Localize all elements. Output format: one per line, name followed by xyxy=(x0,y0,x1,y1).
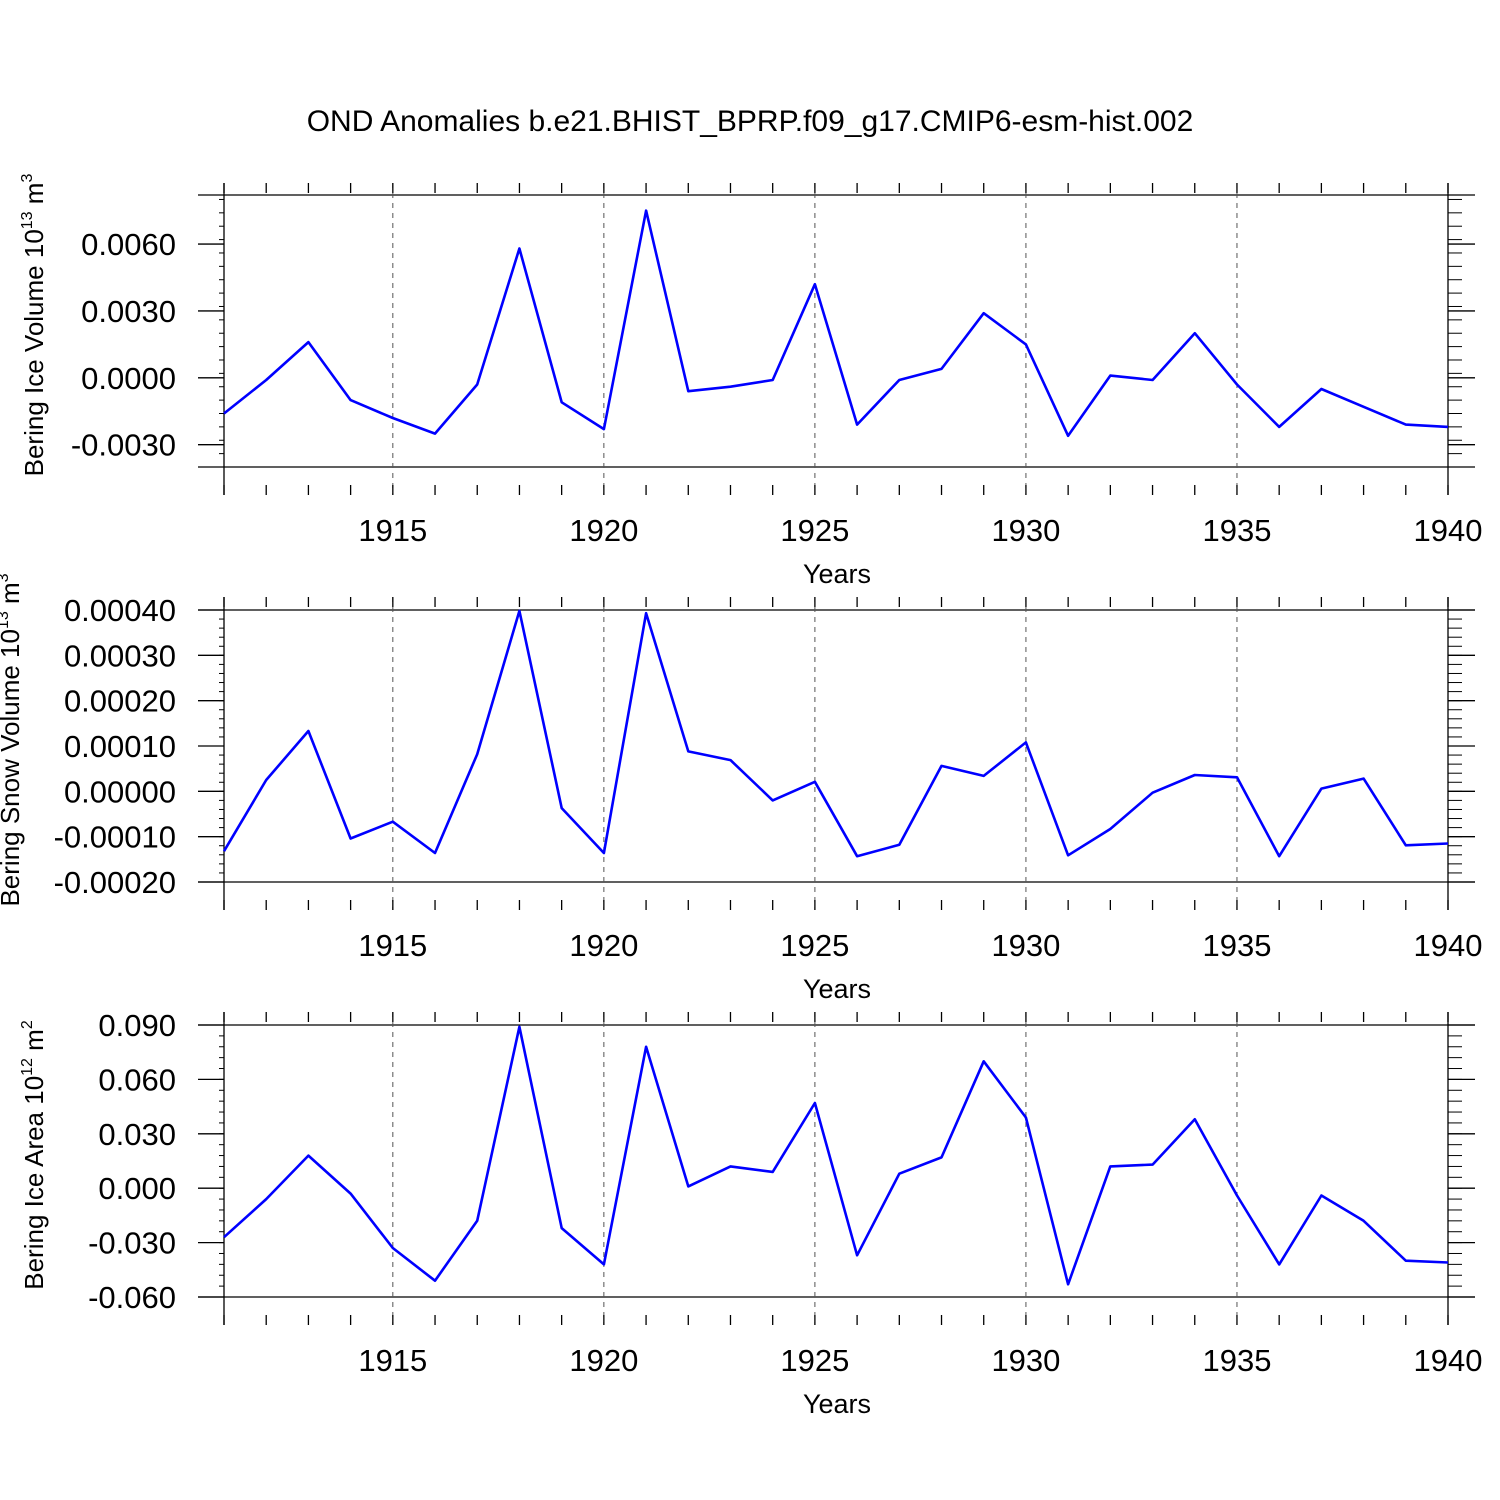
figure-title: OND Anomalies b.e21.BHIST_BPRP.f09_g17.C… xyxy=(307,105,1194,138)
chart-panel-3: 1915 1920 1925 1930 1935 1940 Years 0.090 0.060 0… xyxy=(19,1008,1482,1419)
x-tick-label: 1930 xyxy=(991,928,1060,963)
panels: 1915 1920 1925 1930 1935 1940 Years 0.0060 0.003… xyxy=(0,174,1482,1419)
y-axis-label: Bering Ice Volume 1013 m3 xyxy=(19,174,49,477)
x-tick-label: 1920 xyxy=(569,1343,638,1378)
y-tick-label: 0.090 xyxy=(98,1008,176,1043)
x-tick-label: 1925 xyxy=(780,1343,849,1378)
series-line xyxy=(223,209,1449,438)
y-axis-label-main: Bering Ice Volume 10 xyxy=(19,229,49,476)
y-axis-label-exponent: 13 xyxy=(0,611,12,629)
y-tick-label: 0.00010 xyxy=(64,729,176,764)
series-line xyxy=(223,1025,1449,1286)
x-tick-label: 1920 xyxy=(569,928,638,963)
x-tick-label: 1935 xyxy=(1202,928,1271,963)
y-tick-label: -0.00010 xyxy=(54,820,176,855)
x-tick-label: 1915 xyxy=(358,928,427,963)
chart-panel-1: 1915 1920 1925 1930 1935 1940 Years 0.0060 0.003… xyxy=(19,174,1482,589)
y-tick-label: 0.000 xyxy=(98,1171,176,1206)
chart-panel-2: 1915 1920 1925 1930 1935 1940 Years 0.00040 0.00… xyxy=(0,573,1482,1004)
y-tick-label: 0.00030 xyxy=(64,638,176,673)
y-axis-label-unit-exponent: 3 xyxy=(19,174,36,183)
x-tick-label: 1940 xyxy=(1414,513,1483,548)
x-axis-label: Years xyxy=(803,974,871,1004)
y-tick-label: 0.00020 xyxy=(64,684,176,719)
x-tick-label: 1925 xyxy=(780,928,849,963)
y-tick-label: 0.0000 xyxy=(81,361,176,396)
x-tick-label: 1935 xyxy=(1202,513,1271,548)
x-tick-label: 1915 xyxy=(358,513,427,548)
y-axis-label-main: Bering Ice Area 10 xyxy=(19,1076,49,1290)
y-tick-label: 0.0030 xyxy=(81,294,176,329)
x-axis-label: Years xyxy=(803,559,871,589)
y-tick-label: -0.0030 xyxy=(71,428,176,463)
y-tick-label: 0.060 xyxy=(98,1062,176,1097)
series-line xyxy=(222,609,1449,858)
x-tick-label: 1930 xyxy=(991,1343,1060,1378)
y-axis-label-unit: m xyxy=(0,582,25,611)
y-axis-label-exponent: 13 xyxy=(19,211,36,229)
y-tick-label: 0.00040 xyxy=(64,593,176,628)
x-tick-label: 1935 xyxy=(1202,1343,1271,1378)
y-axis-label: Bering Snow Volume 1013 m3 xyxy=(0,573,25,906)
y-axis-label-unit: m xyxy=(19,1029,49,1058)
x-tick-label: 1940 xyxy=(1414,928,1483,963)
y-axis-label-unit: m xyxy=(19,183,49,212)
y-tick-label: 0.030 xyxy=(98,1117,176,1152)
y-tick-label: -0.00020 xyxy=(54,865,176,900)
y-axis-label-exponent: 12 xyxy=(19,1058,36,1076)
y-tick-label: 0.0060 xyxy=(81,227,176,262)
x-tick-label: 1915 xyxy=(358,1343,427,1378)
y-tick-label: 0.00000 xyxy=(64,774,176,809)
y-axis-label-unit-exponent: 2 xyxy=(19,1020,36,1029)
y-tick-label: -0.030 xyxy=(88,1226,176,1261)
y-axis-label-main: Bering Snow Volume 10 xyxy=(0,629,25,907)
y-axis-label-unit-exponent: 3 xyxy=(0,573,12,582)
x-tick-label: 1940 xyxy=(1414,1343,1483,1378)
x-tick-label: 1925 xyxy=(780,513,849,548)
x-axis-label: Years xyxy=(803,1389,871,1419)
x-tick-label: 1930 xyxy=(991,513,1060,548)
y-tick-label: -0.060 xyxy=(88,1280,176,1315)
y-axis-label: Bering Ice Area 1012 m2 xyxy=(19,1020,49,1290)
x-tick-label: 1920 xyxy=(569,513,638,548)
